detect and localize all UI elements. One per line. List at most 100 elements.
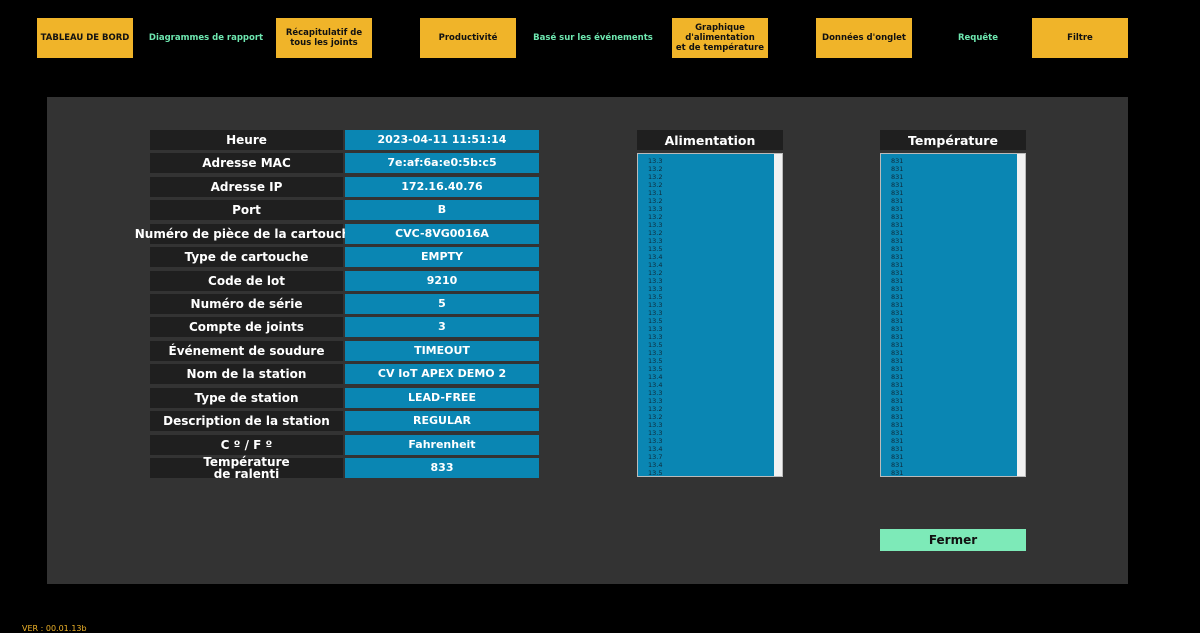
nav-link[interactable]: Basé sur les événements [533, 33, 653, 43]
list-item: 13.2 [648, 213, 663, 221]
list-item: 13.5 [648, 317, 663, 325]
list-item: 13.4 [648, 253, 663, 261]
list-box[interactable]: 13.3 13.2 13.2 13.2 13.1 13.2 13.3 13.2 13.3 13.2… [637, 153, 783, 477]
list-item: 831 [891, 373, 904, 381]
list-item: 831 [891, 293, 904, 301]
field-label: Heure [150, 130, 343, 150]
list-item: 13.7 [648, 453, 663, 461]
nav-button[interactable]: Filtre [1032, 18, 1128, 58]
field-label: Code de lot [150, 270, 343, 291]
list-item: 13.2 [648, 413, 663, 421]
list-item: 831 [891, 269, 904, 277]
list-item: 831 [891, 349, 904, 357]
field-value: Fahrenheit [345, 434, 539, 455]
list-item: 13.3 [648, 349, 663, 357]
list-item: 13.2 [648, 269, 663, 277]
field-label: Adresse MAC [150, 153, 343, 174]
list-item: 13.5 [648, 469, 663, 477]
field-label: Port [150, 200, 343, 221]
list-item: 13.3 [648, 309, 663, 317]
list-item: 13.3 [648, 237, 663, 245]
nav-link[interactable]: Diagrammes de rapport [148, 33, 264, 43]
field-label: Nom de la station [150, 364, 343, 385]
list-header: Alimentation [637, 130, 783, 150]
list-item: 831 [891, 309, 904, 317]
nav-button[interactable]: Données d'onglet [816, 18, 912, 58]
list-item: 13.2 [648, 229, 663, 237]
list-item: 831 [891, 429, 904, 437]
list-item: 13.3 [648, 437, 663, 445]
list-item: 13.3 [648, 333, 663, 341]
field-value: 2023-04-11 11:51:14 [345, 130, 539, 150]
field-value: 833 [345, 458, 539, 479]
field-value: B [345, 200, 539, 221]
list-item: 831 [891, 277, 904, 285]
list-item: 13.4 [648, 373, 663, 381]
list-item: 831 [891, 325, 904, 333]
list-item: 831 [891, 469, 904, 477]
list-item: 13.3 [648, 389, 663, 397]
version-label: VER : 00.01.13b [22, 624, 87, 633]
list-item: 831 [891, 381, 904, 389]
list-item: 831 [891, 397, 904, 405]
list-item: 831 [891, 221, 904, 229]
list-item: 13.3 [648, 325, 663, 333]
field-value: LEAD-FREE [345, 387, 539, 408]
list-item: 831 [891, 285, 904, 293]
list-item: 831 [891, 333, 904, 341]
field-label: Compte de joints [150, 317, 343, 338]
list-item: 13.2 [648, 405, 663, 413]
close-button[interactable]: Fermer [880, 529, 1026, 551]
list-item: 831 [891, 453, 904, 461]
list-item: 831 [891, 245, 904, 253]
field-value: TIMEOUT [345, 340, 539, 361]
list-item: 13.2 [648, 197, 663, 205]
nav-link[interactable]: Requête [957, 33, 999, 43]
field-label: Événement de soudure [150, 340, 343, 361]
list-item: 13.2 [648, 181, 663, 189]
list-header: Température [880, 130, 1026, 150]
list-item: 831 [891, 165, 904, 173]
list-item: 13.4 [648, 445, 663, 453]
list-item: 831 [891, 197, 904, 205]
field-label: Type de cartouche [150, 247, 343, 268]
field-label: Température de ralenti [150, 456, 343, 480]
list-item: 13.2 [648, 165, 663, 173]
scrollbar[interactable] [774, 154, 782, 476]
list-item: 13.3 [648, 397, 663, 405]
list-item: 13.3 [648, 421, 663, 429]
list-item: 831 [891, 301, 904, 309]
scrollbar[interactable] [1017, 154, 1025, 476]
list-item: 831 [891, 205, 904, 213]
list-item: 831 [891, 421, 904, 429]
list-item: 831 [891, 253, 904, 261]
list-box[interactable]: 831 831 831 831 831 831 831 831 831 831 831 831 831 8… [880, 153, 1026, 477]
list-item: 831 [891, 181, 904, 189]
field-label: Type de station [150, 387, 343, 408]
list-item: 13.3 [648, 277, 663, 285]
list-item: 13.3 [648, 285, 663, 293]
list-item: 13.3 [648, 429, 663, 437]
list-item: 13.4 [648, 461, 663, 469]
list-item: 13.5 [648, 357, 663, 365]
field-value: CVC-8VG0016A [345, 223, 539, 244]
field-label: C º / F º [150, 434, 343, 455]
field-label: Description de la station [150, 411, 343, 432]
nav-button[interactable]: Graphique d'alimentation et de températu… [672, 18, 768, 58]
list-item: 13.4 [648, 381, 663, 389]
field-value: CV IoT APEX DEMO 2 [345, 364, 539, 385]
field-value: 5 [345, 294, 539, 314]
field-value: EMPTY [345, 247, 539, 268]
nav-button[interactable]: Récapitulatif de tous les joints [276, 18, 372, 58]
list-item: 831 [891, 413, 904, 421]
field-value: 3 [345, 317, 539, 338]
list-item: 13.2 [648, 173, 663, 181]
list-item: 13.3 [648, 157, 663, 165]
list-items: 831 831 831 831 831 831 831 831 831 831 831 831 831 8… [881, 154, 1025, 477]
nav-button[interactable]: Productivité [420, 18, 516, 58]
field-label: Adresse IP [150, 176, 343, 197]
list-item: 831 [891, 189, 904, 197]
list-item: 13.3 [648, 301, 663, 309]
nav-button[interactable]: TABLEAU DE BORD [37, 18, 133, 58]
